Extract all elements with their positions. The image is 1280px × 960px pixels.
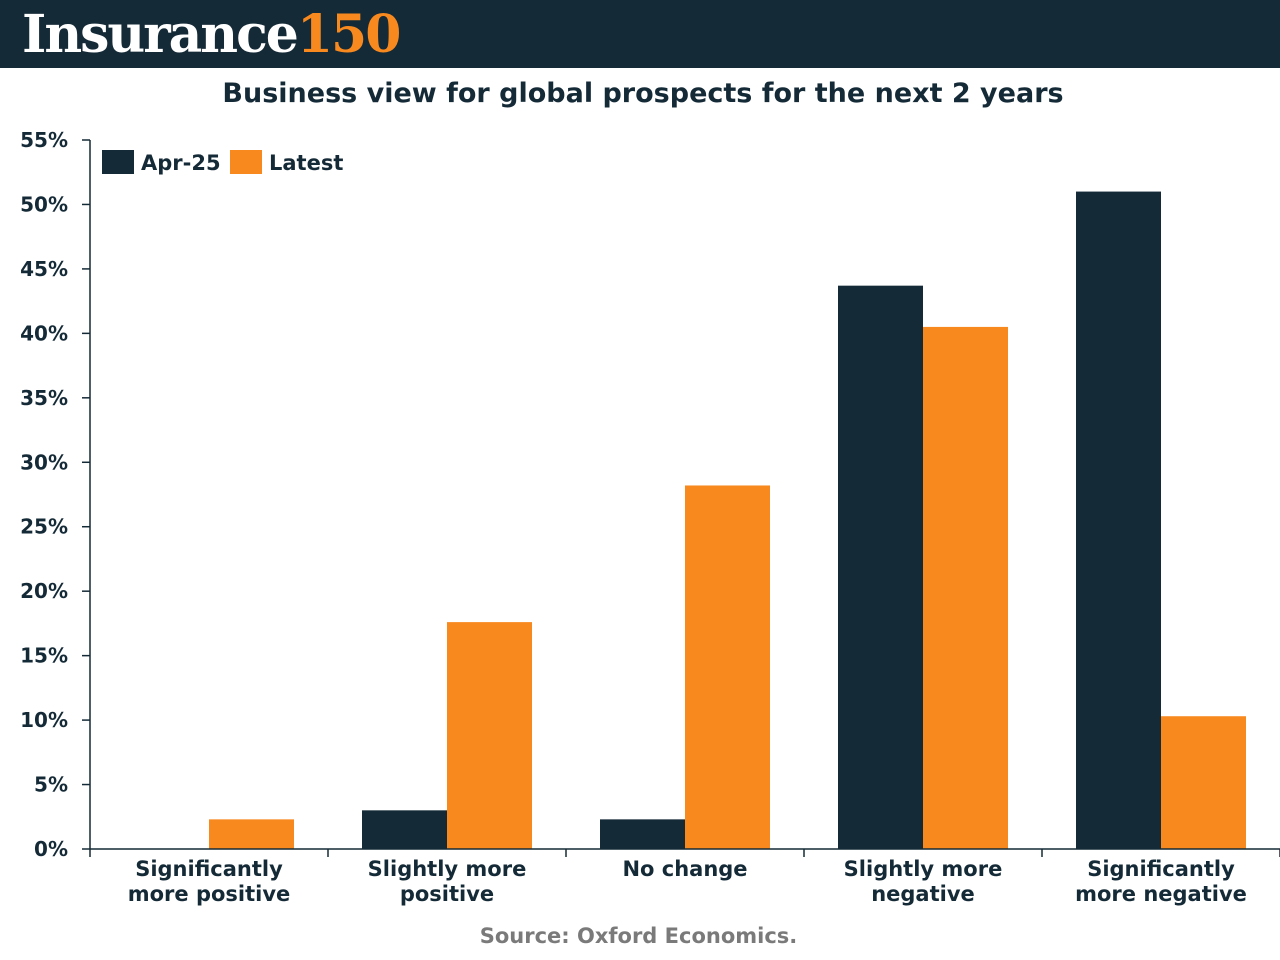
source-note: Source: Oxford Economics. <box>479 924 798 948</box>
brand-logo: Insurance150 <box>22 0 402 68</box>
x-tick-label: Significantly <box>1087 857 1235 881</box>
bar-latest-4 <box>1161 716 1246 849</box>
bar-latest-3 <box>923 326 1008 849</box>
y-tick-label: 35% <box>20 386 68 410</box>
y-tick-label: 30% <box>20 450 68 474</box>
bar-apr-25-4 <box>1076 191 1161 850</box>
bar-apr-25-2 <box>600 819 685 849</box>
x-tick-label: Slightly more <box>844 857 1003 881</box>
y-tick-label: 15% <box>20 644 68 668</box>
y-tick-label: 5% <box>34 773 68 797</box>
brand-logo-number: 150 <box>296 4 402 65</box>
y-tick-label: 25% <box>20 515 68 539</box>
legend-label-1: Latest <box>269 151 343 175</box>
legend: Apr-25 Latest <box>102 150 343 175</box>
y-tick-label: 20% <box>20 579 68 603</box>
x-tick-label: more negative <box>1075 882 1247 906</box>
legend-label-0: Apr-25 <box>141 151 221 175</box>
legend-swatch-1 <box>230 150 262 174</box>
y-tick-label: 55% <box>20 128 68 152</box>
brand-logo-word: Insurance <box>22 4 299 65</box>
bar-latest-2 <box>685 485 770 849</box>
y-tick-label: 10% <box>20 708 68 732</box>
legend-swatch-0 <box>102 150 134 174</box>
x-tick-label: Slightly more <box>368 857 527 881</box>
x-tick-label: negative <box>871 882 975 906</box>
x-tick-label: more positive <box>128 882 291 906</box>
bar-latest-0 <box>209 819 294 849</box>
y-tick-label: 0% <box>34 837 68 861</box>
x-tick-label: Significantly <box>135 857 283 881</box>
bar-latest-1 <box>447 622 532 849</box>
bar-apr-25-1 <box>362 810 447 849</box>
bar-apr-25-3 <box>838 285 923 850</box>
y-tick-label: 40% <box>20 321 68 345</box>
y-tick-label: 50% <box>20 192 68 216</box>
bars <box>209 191 1246 850</box>
y-axis: 0% 5% 10% 15% 20% 25% 30% 35% 40% 45% 50% 55% <box>20 128 91 861</box>
y-tick-label: 45% <box>20 257 68 281</box>
chart-title: Business view for global prospects for t… <box>222 78 1064 109</box>
brand-header: Insurance150 <box>0 0 1280 68</box>
x-tick-label: positive <box>400 882 494 906</box>
x-tick-label: No change <box>622 857 747 881</box>
